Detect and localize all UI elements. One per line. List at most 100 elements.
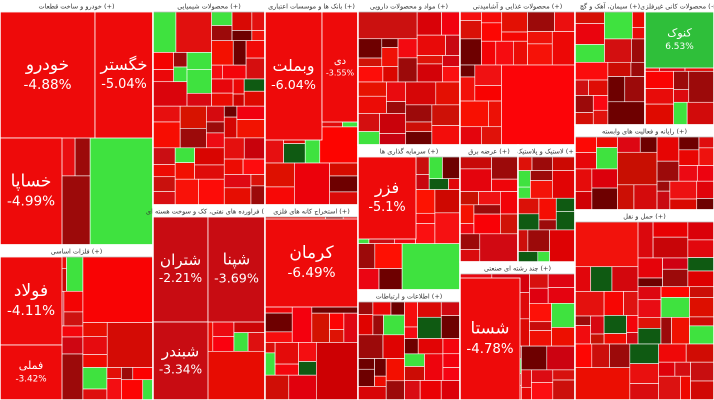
stock-tile <box>592 109 609 126</box>
stock-symbol: کنوک <box>667 26 692 40</box>
stock-tile <box>416 11 442 36</box>
stock-tile <box>357 11 418 40</box>
stock-tile <box>404 338 419 355</box>
stock-tile <box>152 105 181 123</box>
stock-tile <box>501 31 528 42</box>
stock-tile <box>142 379 154 400</box>
stock-change: -4.78% <box>466 342 513 357</box>
stock-tile <box>517 186 531 199</box>
stock-tile <box>416 55 443 65</box>
stock-symbol: فولاد <box>14 281 48 301</box>
stock-tile <box>264 218 359 308</box>
stock-tile <box>251 30 266 41</box>
stock-tile <box>459 223 475 235</box>
stock-tile <box>152 191 176 206</box>
stock-tile <box>264 352 276 376</box>
stock-symbol: فملی <box>19 359 43 372</box>
stock-tile <box>206 121 225 134</box>
stock-tile <box>459 233 481 250</box>
stock-tile <box>173 66 188 83</box>
stock-tile <box>357 156 417 240</box>
stock-tile <box>531 369 554 383</box>
stock-tile <box>186 52 212 70</box>
stock-tile <box>378 268 403 291</box>
stock-tile <box>527 43 553 66</box>
stock-tile <box>211 40 234 66</box>
stock-change: -5.04% <box>101 77 147 92</box>
stock-tile <box>357 38 383 59</box>
stock-tile <box>495 40 514 66</box>
stock-tile <box>231 11 253 31</box>
stock-tile <box>491 178 519 192</box>
stock-tile <box>459 11 482 21</box>
stock-tile <box>152 176 176 192</box>
stock-tile <box>404 380 421 400</box>
stock-tile <box>696 165 714 182</box>
stock-change: -2.21% <box>159 271 202 285</box>
stock-tile <box>431 104 461 126</box>
stock-tile <box>529 321 552 331</box>
sector-border <box>574 209 714 400</box>
stock-tile <box>574 191 593 211</box>
stock-tile <box>121 379 144 400</box>
stock-tile <box>687 221 714 241</box>
stock-tile <box>689 286 714 298</box>
stock-tile <box>637 317 662 329</box>
stock-tile <box>656 160 680 182</box>
stock-tile <box>617 184 635 211</box>
stock-tile <box>222 64 247 80</box>
stock-tile <box>381 47 399 67</box>
stock-tile <box>82 367 108 390</box>
stock-tile <box>397 38 418 59</box>
stock-tile <box>264 186 295 206</box>
stock-tile <box>186 93 212 107</box>
stock-tile <box>223 116 238 139</box>
stock-tile <box>459 156 492 170</box>
stock-tile <box>236 105 266 120</box>
stock-tile <box>689 316 714 327</box>
stock-tile <box>574 112 594 126</box>
stock-tile <box>696 198 714 211</box>
stock-tile <box>382 334 405 359</box>
stock-tile <box>152 81 188 107</box>
stock-tile <box>186 69 212 94</box>
stock-tile <box>357 66 384 83</box>
stock-tile <box>152 321 209 400</box>
stock-tile <box>0 11 96 139</box>
stock-tile <box>632 11 646 28</box>
stock-tile <box>688 70 714 103</box>
stock-tile <box>152 164 176 178</box>
stock-tile <box>405 121 433 133</box>
stock-tile <box>678 165 698 182</box>
sector-title: محصولات غذایی و آشامیدنی (+) <box>473 2 563 11</box>
stock-tile <box>415 212 436 224</box>
stock-tile <box>546 345 576 371</box>
stock-tile <box>481 11 503 24</box>
stock-tile <box>624 76 646 103</box>
stock-tile <box>152 147 176 165</box>
stock-tile <box>89 130 154 246</box>
stock-tile <box>631 38 646 63</box>
stock-tile <box>673 70 690 90</box>
stock-tile <box>357 131 380 146</box>
sector-title: حمل و نقل (+) <box>623 213 666 221</box>
stock-tile <box>405 81 437 106</box>
stock-symbol: فزر <box>374 178 399 198</box>
stock-tile <box>379 133 407 146</box>
stock-tile <box>0 256 63 346</box>
stock-tile <box>194 147 225 166</box>
stock-tile <box>174 178 199 206</box>
stock-tile <box>372 301 392 316</box>
stock-tile <box>547 287 576 304</box>
stock-tile <box>662 257 689 270</box>
stock-tile <box>596 147 618 170</box>
stock-tile <box>590 315 605 335</box>
stock-tile <box>680 375 691 400</box>
stock-tile <box>491 156 519 180</box>
stock-tile <box>551 327 576 347</box>
stock-tile <box>251 11 266 31</box>
stock-tile <box>551 303 576 328</box>
stock-tile <box>198 178 225 206</box>
stock-tile <box>223 174 252 189</box>
